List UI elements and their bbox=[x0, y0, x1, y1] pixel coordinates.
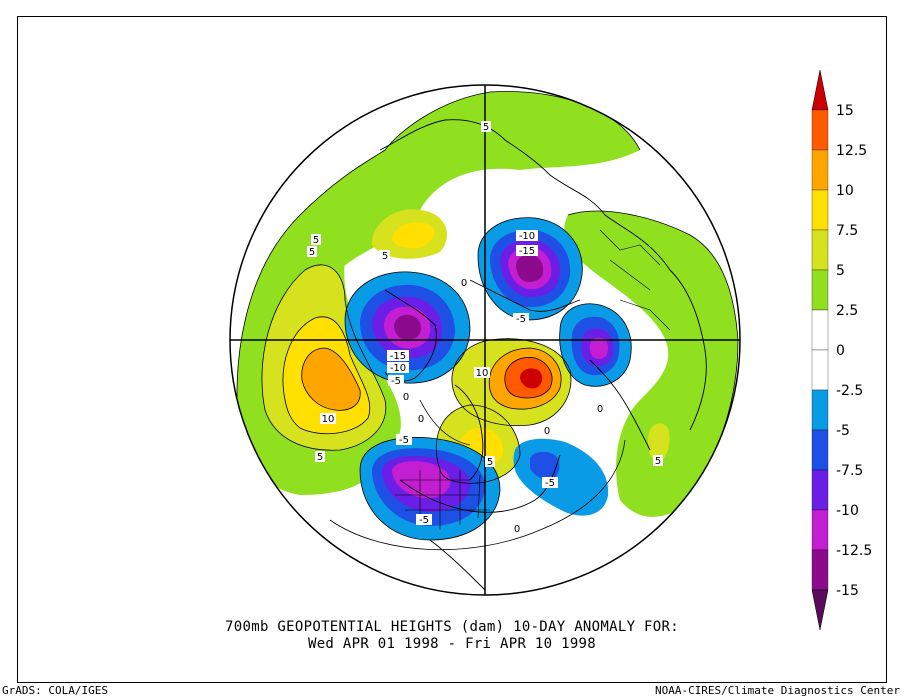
contour-label: -10 bbox=[390, 363, 406, 374]
positive-region-northeast bbox=[564, 211, 738, 517]
contour-label-bg bbox=[653, 455, 663, 466]
colorbar-swatch bbox=[811, 269, 829, 311]
contour-label: -10 bbox=[519, 231, 535, 242]
contour-label-bg bbox=[416, 514, 432, 525]
trough-alaska-15 bbox=[394, 314, 421, 340]
plot-frame bbox=[17, 16, 887, 683]
contour-label-bg bbox=[416, 413, 426, 424]
contour-label-bg bbox=[380, 250, 390, 261]
contour-label-bg bbox=[387, 362, 409, 373]
colorbar-label: 10 bbox=[836, 183, 854, 199]
ridge-polar-15 bbox=[520, 368, 543, 389]
contour-label: 5 bbox=[655, 456, 661, 467]
contour-label-bg bbox=[387, 350, 409, 361]
contour-label-bg bbox=[542, 425, 552, 436]
colorbar-swatch bbox=[811, 509, 829, 551]
contour-label: 0 bbox=[403, 392, 409, 403]
colorbar-label: -10 bbox=[836, 503, 859, 519]
colorbar-swatch bbox=[811, 149, 829, 191]
contour-label-bg bbox=[481, 121, 491, 132]
contour-label-bg bbox=[401, 391, 411, 402]
colorbar: 15 12.5 10 7.5 5 2.5 0 -2.5 -5 -7.5 -10 -12.5 -15 bbox=[811, 69, 872, 631]
colorbar-swatch bbox=[811, 469, 829, 511]
anomaly-field bbox=[230, 85, 740, 595]
credit-right: NOAA-CIRES/Climate Diagnostics Center bbox=[654, 684, 900, 697]
title-line-1: 700mb GEOPOTENTIAL HEIGHTS (dam) 10-DAY … bbox=[225, 619, 679, 635]
contour-label: 5 bbox=[382, 251, 388, 262]
trough-europe-10 bbox=[589, 337, 609, 359]
colorbar-label: -5 bbox=[836, 423, 850, 439]
contour-label-bg bbox=[516, 245, 538, 256]
contour-label: 5 bbox=[487, 457, 493, 468]
trough-siberia-15 bbox=[516, 254, 544, 282]
contour-label: 10 bbox=[322, 414, 335, 425]
contour-label-bg bbox=[513, 313, 529, 324]
contour-label: 10 bbox=[476, 368, 489, 379]
state-borders bbox=[395, 229, 671, 530]
colorbar-swatch bbox=[811, 549, 829, 591]
contour-label: -5 bbox=[545, 478, 555, 489]
contour-label: -5 bbox=[391, 376, 401, 387]
colorbar-swatch bbox=[811, 349, 829, 391]
colorbar-bottom-arrow bbox=[811, 589, 829, 631]
contour-label: 5 bbox=[309, 247, 315, 258]
colorbar-label: -7.5 bbox=[836, 463, 863, 479]
contour-label-bg bbox=[320, 413, 336, 424]
contour-label: -5 bbox=[516, 314, 526, 325]
ridge-alaska-inner bbox=[392, 222, 435, 249]
colorbar-label: -15 bbox=[836, 583, 859, 599]
contour-label-bg bbox=[485, 456, 495, 467]
colorbar-label: 12.5 bbox=[836, 143, 867, 159]
contour-label-bg bbox=[474, 367, 490, 378]
contour-label: -5 bbox=[419, 515, 429, 526]
colorbar-swatch bbox=[811, 429, 829, 471]
contour-label: 5 bbox=[483, 122, 489, 133]
contour-label: -5 bbox=[399, 435, 409, 446]
trough-atlantic-5 bbox=[530, 451, 560, 481]
colorbar-label: -12.5 bbox=[836, 543, 872, 559]
contour-label: 0 bbox=[597, 404, 603, 415]
colorbar-top-arrow bbox=[811, 69, 829, 111]
contour-label-bg bbox=[516, 230, 538, 241]
contour-label-bg bbox=[311, 234, 321, 245]
contour-label-bg bbox=[512, 523, 522, 534]
contour-label-bg bbox=[315, 451, 325, 462]
contour-label-bg bbox=[459, 277, 469, 288]
colorbar-label: -2.5 bbox=[836, 383, 863, 399]
colorbar-swatch bbox=[811, 109, 829, 151]
colorbar-label: 5 bbox=[836, 263, 845, 279]
colorbar-label: 15 bbox=[836, 103, 854, 119]
contour-label: 0 bbox=[461, 278, 467, 289]
colorbar-swatch bbox=[811, 309, 829, 351]
colorbar-label: 2.5 bbox=[836, 303, 858, 319]
contour-label: 0 bbox=[418, 414, 424, 425]
colorbar-swatch bbox=[811, 389, 829, 431]
contour-label: 0 bbox=[514, 524, 520, 535]
contour-label-bg bbox=[307, 246, 317, 257]
contour-label: 5 bbox=[317, 452, 323, 463]
map-boundary-circle bbox=[229, 84, 741, 596]
contour-label-bg bbox=[595, 403, 605, 414]
contour-label: 5 bbox=[313, 235, 319, 246]
contour-label-bg bbox=[388, 375, 404, 386]
contour-label: -15 bbox=[390, 351, 406, 362]
colorbar-swatch bbox=[811, 229, 829, 271]
title-line-2: Wed APR 01 1998 - Fri APR 10 1998 bbox=[307, 636, 597, 652]
contour-label-bg bbox=[396, 434, 412, 445]
contour-label: -15 bbox=[519, 246, 535, 257]
colorbar-swatch bbox=[811, 189, 829, 231]
colorbar-label: 0 bbox=[836, 343, 845, 359]
credit-left: GrADS: COLA/IGES bbox=[2, 684, 108, 697]
contour-label-bg bbox=[542, 477, 558, 488]
ridge-pacific-10 bbox=[301, 348, 361, 411]
colorbar-label: 7.5 bbox=[836, 223, 858, 239]
ridge-asia-5 bbox=[648, 423, 670, 462]
contour-label: 0 bbox=[544, 426, 550, 437]
